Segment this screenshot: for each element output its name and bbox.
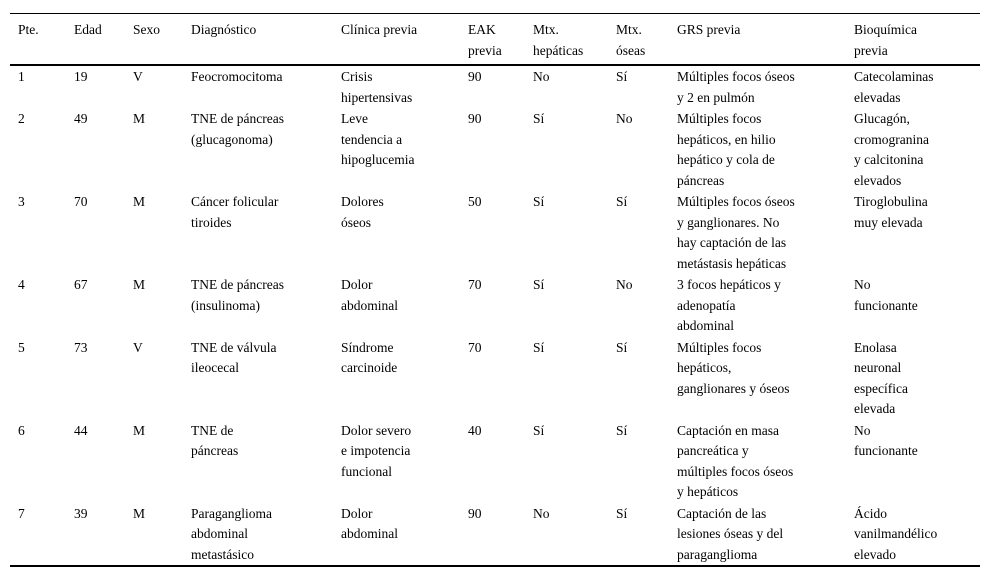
cell-bioquimica-previa: Glucagón, cromogranina y calcitonina ele…	[854, 111, 929, 188]
table-row: 5 73 V TNE de válvula ileocecal Síndrome car…	[10, 337, 980, 420]
cell-mtx-hepaticas: No	[533, 69, 550, 84]
cell-mtx-hepaticas: Sí	[533, 339, 545, 355]
cell-clinica-previa: Leve tendencia a hipoglucemia	[341, 111, 415, 167]
cell-eak-previa: 50	[468, 194, 482, 209]
cell-grs-previa: Múltiples focos hepáticos, ganglionares …	[677, 339, 790, 396]
cell-diagnostico: TNE de válvula ileocecal	[191, 339, 277, 376]
cell-bioquimica-previa: Ácido vanilmandélico elevado	[854, 505, 938, 562]
col-header-sexo: Sexo	[133, 13, 191, 66]
cell-pte: 6	[18, 422, 25, 438]
cell-mtx-oseas: Sí	[616, 422, 628, 438]
cell-edad: 49	[74, 111, 88, 126]
cell-mtx-hepaticas: Sí	[533, 194, 545, 209]
cell-grs-previa: Captación de las lesiones óseas y del pa…	[677, 505, 784, 562]
col-header-grs-previa: GRS previa	[677, 13, 854, 66]
cell-clinica-previa: Crisis hipertensivas	[341, 69, 413, 105]
cell-clinica-previa: Síndrome carcinoide	[341, 339, 398, 376]
cell-eak-previa: 90	[468, 69, 482, 84]
cell-pte: 2	[18, 111, 25, 126]
cell-sexo: M	[133, 505, 146, 521]
cell-mtx-hepaticas: Sí	[533, 422, 545, 438]
cell-bioquimica-previa: Enolasa neuronal específica elevada	[854, 339, 908, 417]
patients-table: Pte. Edad Sexo Diagnóstico Clínica previ…	[10, 13, 980, 567]
cell-mtx-oseas: Sí	[616, 69, 628, 84]
cell-edad: 67	[74, 277, 88, 292]
cell-grs-previa: 3 focos hepáticos y adenopatía abdominal	[677, 277, 781, 333]
table-body: 1 19 V Feocromocitoma Crisis hipertensivas 90…	[10, 65, 980, 566]
cell-clinica-previa: Dolores óseos	[341, 194, 384, 230]
cell-diagnostico: Feocromocitoma	[191, 69, 283, 84]
table-row: 3 70 M Cáncer folicular tiroides Dolores óse…	[10, 191, 980, 274]
cell-grs-previa: Múltiples focos óseos y 2 en pulmón	[677, 69, 795, 105]
cell-mtx-oseas: Sí	[616, 505, 628, 521]
col-header-bioquimica-previa: Bioquímica previa	[854, 13, 980, 66]
cell-mtx-hepaticas: Sí	[533, 277, 545, 292]
cell-eak-previa: 90	[468, 505, 482, 521]
cell-bioquimica-previa: No funcionante	[854, 422, 918, 459]
cell-mtx-hepaticas: Sí	[533, 111, 545, 126]
cell-edad: 70	[74, 194, 88, 209]
cell-edad: 39	[74, 505, 88, 521]
cell-bioquimica-previa: Catecolaminas elevadas	[854, 69, 934, 105]
cell-diagnostico: Cáncer folicular tiroides	[191, 194, 279, 230]
col-header-mtx-oseas: Mtx. óseas	[616, 13, 677, 66]
cell-grs-previa: Múltiples focos óseos y ganglionares. No…	[677, 194, 795, 271]
col-header-diagnostico: Diagnóstico	[191, 13, 341, 66]
table-row: 1 19 V Feocromocitoma Crisis hipertensivas 90…	[10, 65, 980, 108]
col-header-edad: Edad	[74, 13, 133, 66]
cell-mtx-hepaticas: No	[533, 505, 550, 521]
col-header-clinica-previa: Clínica previa	[341, 13, 468, 66]
cell-clinica-previa: Dolor severo e impotencia funcional	[341, 422, 412, 479]
cell-sexo: V	[133, 69, 143, 84]
table-row: 7 39 M Paraganglioma abdominal metastásico D…	[10, 503, 980, 567]
cell-mtx-oseas: Sí	[616, 194, 628, 209]
cell-pte: 3	[18, 194, 25, 209]
cell-clinica-previa: Dolor abdominal	[341, 505, 398, 542]
cell-bioquimica-previa: No funcionante	[854, 277, 918, 313]
col-header-eak-previa: EAK previa	[468, 13, 533, 66]
table-row: 2 49 M TNE de páncreas (glucagonoma) Leve te…	[10, 108, 980, 191]
table-row: 6 44 M TNE de páncreas Dolor severo e impote…	[10, 420, 980, 503]
cell-eak-previa: 40	[468, 422, 482, 438]
cell-grs-previa: Captación en masa pancreática y múltiple…	[677, 422, 794, 500]
cell-clinica-previa: Dolor abdominal	[341, 277, 398, 313]
cell-diagnostico: TNE de páncreas (insulinoma)	[191, 277, 284, 313]
cell-pte: 4	[18, 277, 25, 292]
cell-diagnostico: TNE de páncreas (glucagonoma)	[191, 111, 284, 147]
cell-edad: 73	[74, 339, 88, 355]
cell-grs-previa: Múltiples focos hepáticos, en hilio hepá…	[677, 111, 776, 188]
cell-eak-previa: 90	[468, 111, 482, 126]
cell-sexo: M	[133, 111, 146, 126]
cell-bioquimica-previa: Tiroglobulina muy elevada	[854, 194, 928, 230]
cell-sexo: M	[133, 422, 146, 438]
cell-edad: 44	[74, 422, 88, 438]
cell-sexo: V	[133, 339, 143, 355]
cell-pte: 5	[18, 339, 25, 355]
cell-eak-previa: 70	[468, 277, 482, 292]
cell-eak-previa: 70	[468, 339, 482, 355]
col-header-pte: Pte.	[10, 13, 74, 66]
cell-mtx-oseas: Sí	[616, 339, 628, 355]
header-row: Pte. Edad Sexo Diagnóstico Clínica previ…	[10, 13, 980, 66]
cell-diagnostico: TNE de páncreas	[191, 422, 239, 459]
cell-mtx-oseas: No	[616, 111, 633, 126]
cell-mtx-oseas: No	[616, 277, 633, 292]
cell-sexo: M	[133, 194, 146, 209]
table-row: 4 67 M TNE de páncreas (insulinoma) Dolor ab…	[10, 274, 980, 337]
cell-sexo: M	[133, 277, 146, 292]
col-header-mtx-hepaticas: Mtx. hepáticas	[533, 13, 616, 66]
cell-diagnostico: Paraganglioma abdominal metastásico	[191, 505, 272, 562]
cell-edad: 19	[74, 69, 88, 84]
cell-pte: 7	[18, 505, 25, 521]
cell-pte: 1	[18, 69, 25, 84]
